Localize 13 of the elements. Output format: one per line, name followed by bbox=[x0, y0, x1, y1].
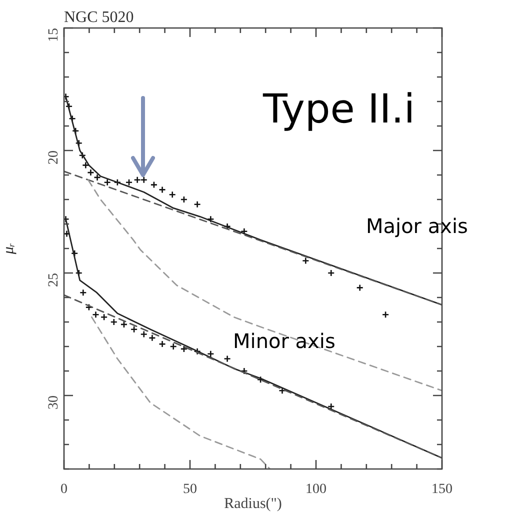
x-axis-title: Radius(") bbox=[224, 496, 282, 512]
y-tick-label: 30 bbox=[46, 396, 62, 410]
y-tick-label: 25 bbox=[46, 273, 62, 287]
x-tick-label: 50 bbox=[183, 482, 197, 498]
x-tick-label: 0 bbox=[60, 482, 68, 498]
chart-title: NGC 5020 bbox=[64, 9, 134, 26]
y-tick-label: 15 bbox=[46, 28, 62, 42]
x-tick-label: 150 bbox=[432, 482, 452, 498]
annotation: Minor axis bbox=[233, 329, 336, 354]
y-tick-label: 20 bbox=[46, 150, 62, 164]
y-axis-title: μᵣ bbox=[0, 242, 17, 256]
x-tick-label: 100 bbox=[306, 482, 326, 498]
annotation: Type II.i bbox=[262, 86, 416, 132]
